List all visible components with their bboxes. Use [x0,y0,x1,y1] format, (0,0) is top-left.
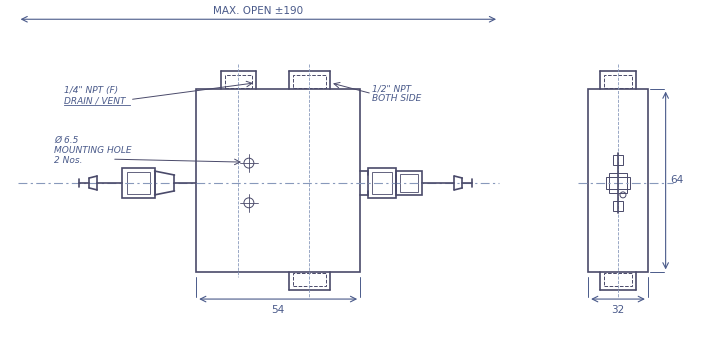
Bar [368,168,395,198]
Bar [604,75,632,88]
Bar [588,89,648,272]
Bar [225,75,252,88]
Text: BOTH SIDE: BOTH SIDE [372,94,422,103]
Bar [613,155,623,165]
Text: 1/2" NPT: 1/2" NPT [372,84,411,93]
Bar [400,174,417,192]
Text: 54: 54 [272,305,285,315]
Bar [613,201,623,211]
Bar [395,171,422,195]
Bar [606,177,630,189]
Text: 32: 32 [611,305,624,315]
Bar [609,173,627,193]
Text: Ø 6.5: Ø 6.5 [55,136,79,145]
Text: 1/4" NPT (F): 1/4" NPT (F) [64,86,119,95]
Text: DRAIN / VENT: DRAIN / VENT [64,96,126,105]
Bar [122,168,155,198]
Bar [196,89,360,272]
Bar [604,273,632,286]
Text: MAX. OPEN ±190: MAX. OPEN ±190 [213,6,303,16]
Text: MOUNTING HOLE: MOUNTING HOLE [55,146,132,155]
Bar [126,172,150,194]
Text: 64: 64 [670,175,684,185]
Bar [292,75,326,88]
Bar [372,172,392,194]
Text: 2 Nos.: 2 Nos. [55,156,83,165]
Bar [292,273,326,286]
